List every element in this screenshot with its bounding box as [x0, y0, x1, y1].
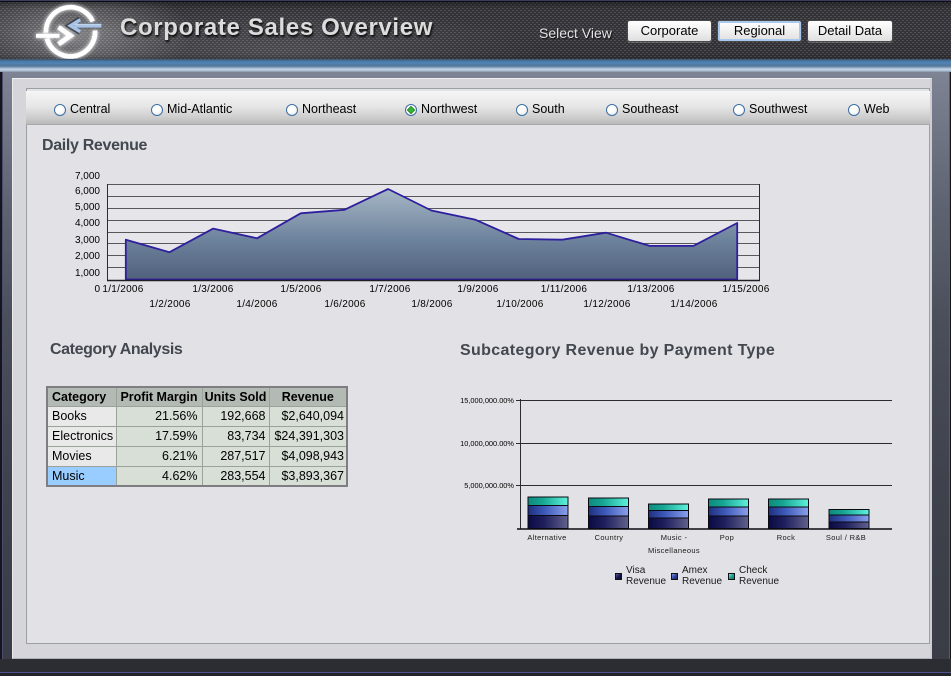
svg-text:0: 0: [94, 284, 100, 295]
svg-text:10,000,000.00%: 10,000,000.00%: [460, 439, 514, 448]
svg-text:1/5/2006: 1/5/2006: [280, 284, 321, 295]
svg-text:Country: Country: [595, 533, 624, 542]
svg-text:2,000: 2,000: [75, 251, 100, 262]
svg-text:3,000: 3,000: [75, 235, 100, 246]
svg-text:Miscellaneous: Miscellaneous: [648, 546, 700, 555]
svg-text:1/1/2006: 1/1/2006: [102, 284, 143, 295]
svg-text:1/13/2006: 1/13/2006: [627, 284, 674, 295]
svg-text:6,000: 6,000: [75, 186, 100, 197]
svg-text:1/8/2006: 1/8/2006: [411, 299, 452, 310]
svg-text:1/2/2006: 1/2/2006: [149, 299, 190, 310]
svg-text:15,000,000.00%: 15,000,000.00%: [460, 396, 514, 405]
svg-text:1/4/2006: 1/4/2006: [236, 299, 277, 310]
svg-text:Music -: Music -: [661, 533, 688, 542]
svg-text:1/9/2006: 1/9/2006: [457, 284, 498, 295]
svg-text:1/14/2006: 1/14/2006: [670, 299, 717, 310]
svg-text:Pop: Pop: [720, 533, 734, 542]
svg-text:1/15/2006: 1/15/2006: [722, 284, 769, 295]
svg-text:5,000,000.00%: 5,000,000.00%: [464, 481, 514, 490]
svg-text:1/3/2006: 1/3/2006: [192, 284, 233, 295]
svg-text:1/12/2006: 1/12/2006: [583, 299, 630, 310]
svg-text:4,000: 4,000: [75, 218, 100, 229]
svg-text:Soul / R&B: Soul / R&B: [826, 533, 866, 542]
svg-text:1/10/2006: 1/10/2006: [496, 299, 543, 310]
svg-text:1/7/2006: 1/7/2006: [369, 284, 410, 295]
svg-text:1,000: 1,000: [75, 268, 100, 279]
svg-text:1/11/2006: 1/11/2006: [541, 284, 588, 295]
svg-text:Alternative: Alternative: [527, 533, 566, 542]
svg-text:7,000: 7,000: [75, 171, 100, 182]
svg-text:5,000: 5,000: [75, 202, 100, 213]
svg-text:1/6/2006: 1/6/2006: [324, 299, 365, 310]
svg-text:Rock: Rock: [777, 533, 796, 542]
